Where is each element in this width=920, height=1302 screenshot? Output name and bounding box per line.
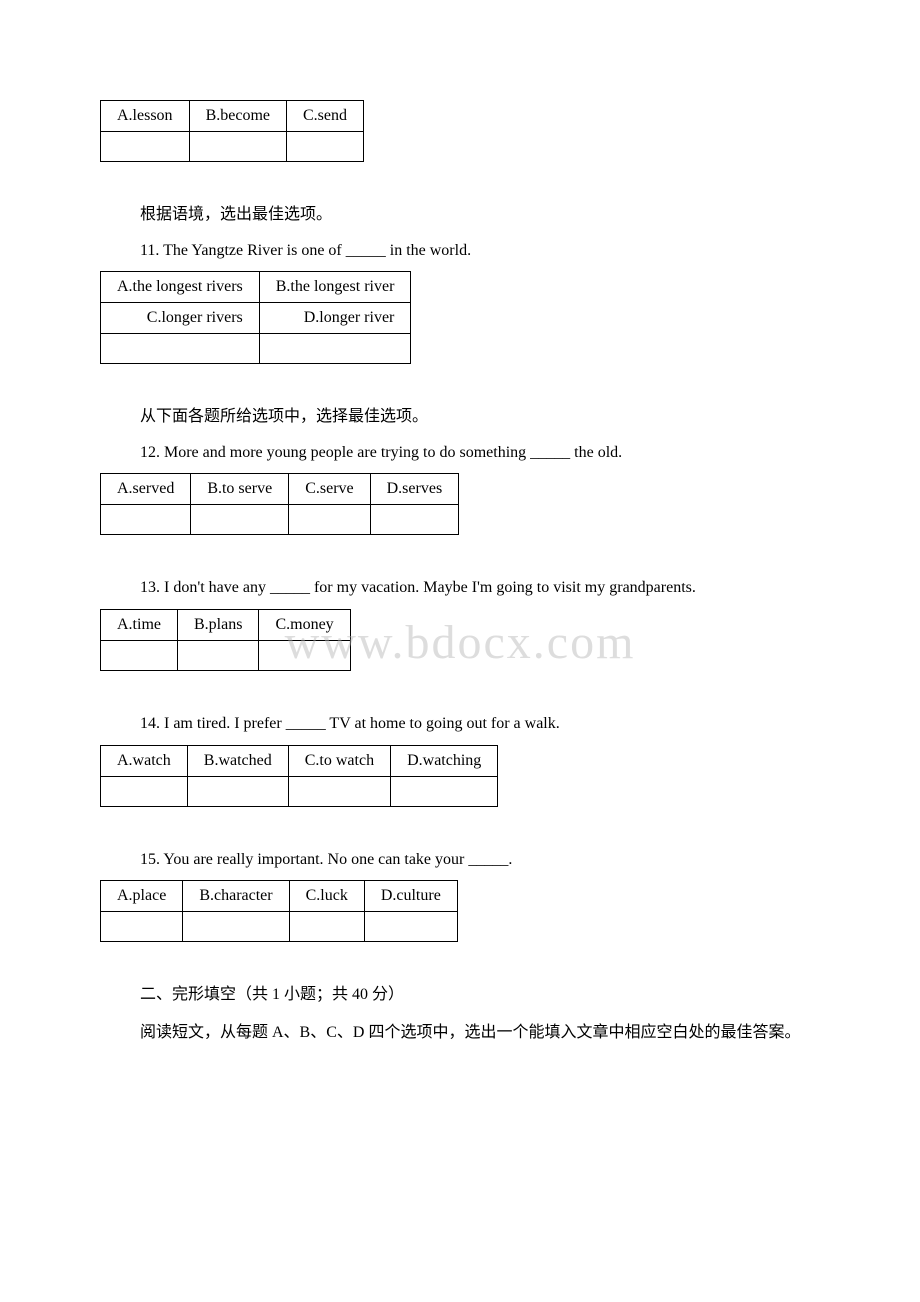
empty-cell <box>289 912 364 942</box>
empty-cell <box>101 776 188 806</box>
option-cell: D.watching <box>391 745 498 776</box>
empty-cell <box>364 912 457 942</box>
option-cell: D.longer river <box>259 303 411 334</box>
option-cell: D.serves <box>370 474 459 505</box>
option-cell: A.lesson <box>101 101 190 132</box>
option-cell: A.served <box>101 474 191 505</box>
option-cell: C.send <box>286 101 363 132</box>
option-cell: C.to watch <box>288 745 390 776</box>
option-cell: A.place <box>101 881 183 912</box>
empty-cell <box>178 640 259 670</box>
question-14: 14. I am tired. I prefer _____ TV at hom… <box>140 711 820 737</box>
empty-cell <box>286 132 363 162</box>
empty-cell <box>101 132 190 162</box>
empty-cell <box>191 505 289 535</box>
option-cell: B.character <box>183 881 289 912</box>
question-13: 13. I don't have any _____ for my vacati… <box>140 575 820 601</box>
options-table-15: A.place B.character C.luck D.culture <box>100 880 458 942</box>
empty-cell <box>101 912 183 942</box>
empty-cell <box>391 776 498 806</box>
empty-cell <box>189 132 286 162</box>
question-15: 15. You are really important. No one can… <box>140 847 820 873</box>
question-11: 11. The Yangtze River is one of _____ in… <box>140 238 820 264</box>
options-table-12: A.served B.to serve C.serve D.serves <box>100 473 459 535</box>
option-cell: C.longer rivers <box>101 303 260 334</box>
option-cell: D.culture <box>364 881 457 912</box>
empty-cell <box>187 776 288 806</box>
section-2-paragraph: 阅读短文，从每题 A、B、C、D 四个选项中，选出一个能填入文章中相应空白处的最… <box>100 1020 820 1046</box>
option-cell: B.the longest river <box>259 272 411 303</box>
empty-cell <box>370 505 459 535</box>
option-cell: B.watched <box>187 745 288 776</box>
option-cell: B.to serve <box>191 474 289 505</box>
empty-cell <box>289 505 370 535</box>
empty-cell <box>288 776 390 806</box>
options-table-11: A.the longest rivers B.the longest river… <box>100 271 411 364</box>
empty-cell <box>259 334 411 364</box>
instruction-11: 根据语境，选出最佳选项。 <box>140 202 820 228</box>
option-cell: C.luck <box>289 881 364 912</box>
section-2-title: 二、完形填空（共 1 小题；共 40 分） <box>140 982 820 1008</box>
instruction-12: 从下面各题所给选项中，选择最佳选项。 <box>140 404 820 430</box>
empty-cell <box>101 640 178 670</box>
empty-cell <box>183 912 289 942</box>
option-cell: A.the longest rivers <box>101 272 260 303</box>
document-page: www.bdocx.com A.lesson B.become C.send 根… <box>0 0 920 1302</box>
options-table-10: A.lesson B.become C.send <box>100 100 364 162</box>
option-cell: C.serve <box>289 474 370 505</box>
option-cell: A.time <box>101 609 178 640</box>
empty-cell <box>259 640 350 670</box>
question-12: 12. More and more young people are tryin… <box>140 440 820 466</box>
option-cell: B.become <box>189 101 286 132</box>
options-table-14: A.watch B.watched C.to watch D.watching <box>100 745 498 807</box>
empty-cell <box>101 334 260 364</box>
option-cell: B.plans <box>178 609 259 640</box>
option-cell: A.watch <box>101 745 188 776</box>
empty-cell <box>101 505 191 535</box>
options-table-13: A.time B.plans C.money <box>100 609 351 671</box>
option-cell: C.money <box>259 609 350 640</box>
